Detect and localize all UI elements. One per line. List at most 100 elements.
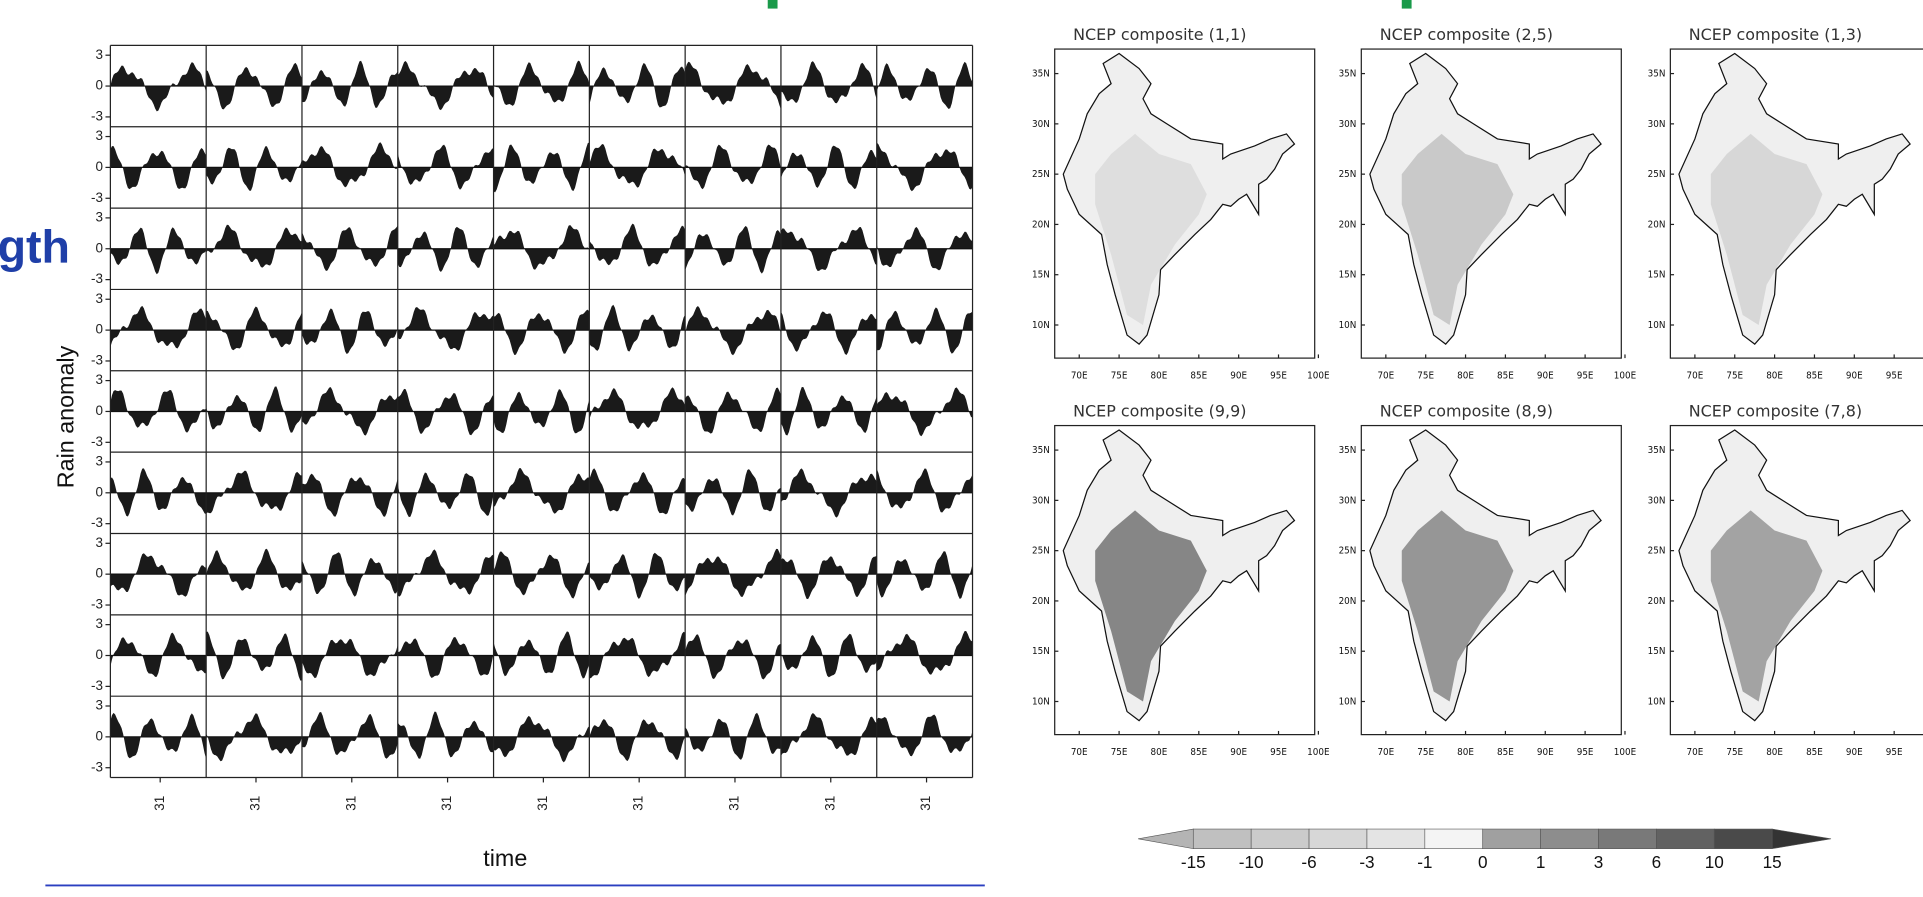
rain-anomaly-trace: [493, 715, 590, 763]
x-tick-label: 31: [822, 796, 837, 811]
lon-label: 90E: [1537, 747, 1554, 758]
rain-anomaly-trace: [206, 470, 302, 514]
rain-pattern: [1710, 133, 1823, 325]
rain-anomaly-trace: [876, 468, 973, 513]
y-tick-label: -3: [91, 271, 103, 286]
colorbar-label: 10: [1705, 852, 1724, 872]
colorbar-bin: [1424, 828, 1484, 849]
lat-label: 10N: [1648, 320, 1666, 331]
lon-label: 90E: [1230, 370, 1247, 381]
x-tick-label: 31: [248, 796, 263, 811]
rain-pattern: [1095, 510, 1207, 702]
x-tick-label: 31: [535, 796, 550, 811]
lon-label: 80E: [1766, 747, 1783, 758]
map-title: NCEP composite (9,9): [1073, 402, 1246, 421]
lat-label: 10N: [1648, 697, 1666, 708]
lat-label: 35N: [1032, 69, 1050, 80]
rain-anomaly-trace: [493, 551, 590, 599]
rain-anomaly-trace: [206, 62, 302, 110]
cut-title-fragment: [767, 0, 778, 9]
x-tick-label: 31: [439, 796, 454, 811]
rain-anomaly-trace: [301, 308, 398, 355]
lon-label: 95E: [1577, 370, 1594, 381]
colorbar-label: -15: [1181, 852, 1206, 872]
lon-label: 90E: [1230, 747, 1247, 758]
rain-anomaly-trace: [493, 225, 590, 270]
y-tick-label: 3: [96, 372, 104, 387]
rain-anomaly-trace: [780, 311, 877, 356]
y-tick-label: 0: [96, 728, 104, 743]
lon-label: 70E: [1071, 370, 1088, 381]
rain-pattern: [1401, 510, 1514, 702]
y-tick-label: 0: [96, 647, 104, 662]
lon-label: 100E: [1614, 370, 1637, 381]
lat-label: 30N: [1339, 119, 1357, 130]
y-tick-label: 3: [96, 47, 104, 62]
lon-label: 70E: [1686, 370, 1703, 381]
rain-anomaly-trace: [301, 712, 398, 759]
y-tick-label: 3: [96, 291, 104, 306]
rain-anomaly-trace: [110, 305, 207, 349]
rain-anomaly-trace: [685, 634, 781, 680]
y-tick-label: 0: [96, 78, 104, 93]
y-tick-label: 3: [96, 616, 104, 631]
lat-label: 25N: [1339, 169, 1357, 180]
x-tick-label: 31: [727, 796, 742, 811]
lon-label: 95E: [1270, 370, 1287, 381]
lat-label: 15N: [1339, 646, 1357, 657]
slide-title-fragment: gth: [0, 220, 70, 272]
rain-anomaly-trace: [301, 387, 398, 436]
lat-label: 20N: [1648, 596, 1666, 607]
rain-anomaly-trace: [493, 389, 590, 434]
lon-label: 80E: [1766, 370, 1783, 381]
lat-label: 25N: [1648, 169, 1666, 180]
rain-anomaly-trace: [110, 553, 207, 597]
lon-label: 100E: [1614, 747, 1637, 758]
rain-anomaly-trace: [110, 62, 207, 112]
rain-anomaly-trace: [397, 549, 494, 597]
rain-anomaly-trace: [206, 386, 302, 433]
colorbar-end: [1771, 828, 1832, 850]
lon-label: 85E: [1497, 747, 1514, 758]
lon-label: 95E: [1886, 370, 1903, 381]
x-tick-label: 31: [918, 796, 933, 811]
lon-label: 75E: [1726, 370, 1743, 381]
lat-label: 20N: [1032, 219, 1050, 230]
x-tick-label: 31: [343, 796, 358, 811]
lon-label: 75E: [1417, 370, 1434, 381]
lon-label: 95E: [1577, 747, 1594, 758]
lon-label: 85E: [1190, 370, 1207, 381]
colorbar-bin: [1482, 828, 1541, 849]
rain-anomaly-trace: [589, 552, 686, 599]
y-tick-label: 3: [96, 535, 104, 550]
lat-label: 20N: [1339, 219, 1357, 230]
lon-label: 75E: [1726, 747, 1743, 758]
lon-label: 90E: [1846, 747, 1863, 758]
lat-label: 15N: [1032, 270, 1050, 281]
rain-anomaly-trace: [397, 388, 494, 436]
lat-label: 30N: [1032, 495, 1050, 506]
x-tick-label: 31: [152, 796, 167, 811]
lat-label: 20N: [1648, 219, 1666, 230]
rain-anomaly-trace: [493, 60, 590, 106]
rain-anomaly-trace: [780, 713, 877, 756]
y-axis-label: Rain anomaly: [53, 345, 79, 488]
rain-anomaly-trace: [301, 142, 398, 188]
map-title: NCEP composite (1,1): [1073, 25, 1246, 44]
lat-label: 30N: [1648, 495, 1666, 506]
y-tick-label: 3: [96, 698, 104, 713]
y-tick-label: -3: [91, 353, 103, 368]
y-tick-label: 0: [96, 322, 104, 337]
lat-label: 35N: [1648, 445, 1666, 456]
cut-title-fragment: [1401, 0, 1412, 9]
rain-anomaly-trace: [589, 387, 686, 429]
rain-anomaly-trace: [685, 469, 781, 516]
time-series-grid: 3 0 -3 3 0 -3 3 0 -3 3 0 -3 3 0 -3 3 0 -3 3 0 -3 3 0 -3 3 0 -3 31 31…: [91, 44, 974, 811]
rain-anomaly-trace: [589, 719, 686, 761]
rain-anomaly-trace: [780, 555, 877, 600]
colorbar-bin: [1366, 828, 1426, 849]
lat-label: 10N: [1339, 320, 1357, 331]
colorbar-bin: [1598, 828, 1657, 849]
rain-anomaly-trace: [301, 638, 398, 679]
